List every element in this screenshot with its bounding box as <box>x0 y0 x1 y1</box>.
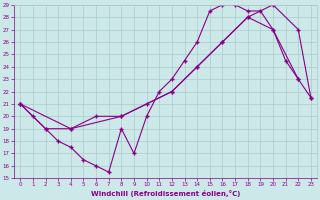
X-axis label: Windchill (Refroidissement éolien,°C): Windchill (Refroidissement éolien,°C) <box>91 190 240 197</box>
